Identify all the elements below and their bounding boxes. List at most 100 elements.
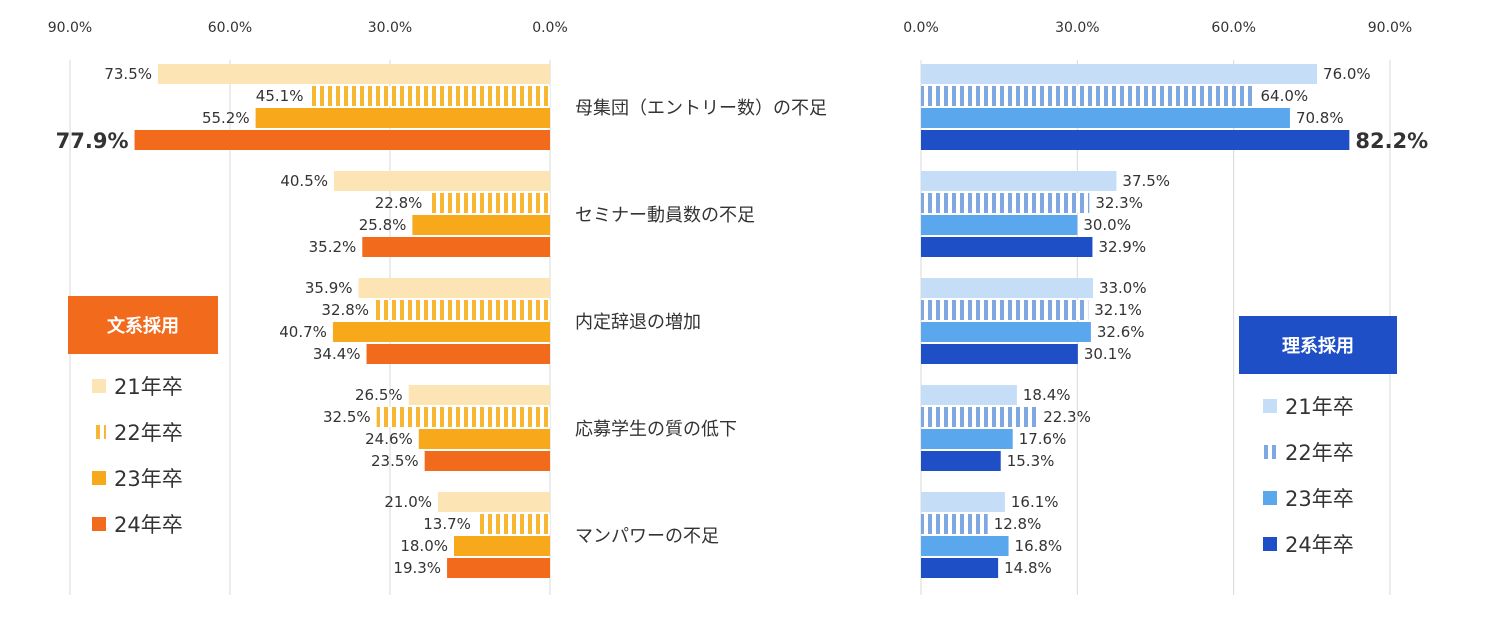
left-value-label: 35.9% — [305, 279, 353, 297]
right-bar — [921, 385, 1017, 405]
right-bar — [921, 215, 1078, 235]
right-bar — [921, 64, 1318, 84]
right-value-label: 12.8% — [994, 515, 1042, 533]
right-bar — [921, 108, 1290, 128]
right-value-label: 76.0% — [1323, 65, 1371, 83]
right-legend-badge — [1239, 316, 1397, 374]
left-bar — [476, 514, 550, 534]
left-bar — [412, 215, 550, 235]
left-legend-badge — [68, 296, 218, 354]
left-bar — [334, 171, 550, 191]
right-value-label: 30.1% — [1084, 345, 1132, 363]
left-bar — [438, 492, 550, 512]
right-value-label: 16.8% — [1015, 537, 1063, 555]
right-value-label: 17.6% — [1019, 430, 1067, 448]
left-bar — [375, 300, 550, 320]
right-tick-label: 60.0% — [1211, 20, 1255, 36]
left-legend-swatch — [92, 517, 106, 531]
right-bar — [921, 86, 1255, 106]
left-bar — [309, 86, 550, 106]
right-bar — [921, 429, 1013, 449]
right-value-label: 15.3% — [1007, 452, 1055, 470]
right-bar — [921, 492, 1005, 512]
right-value-label: 32.3% — [1095, 194, 1143, 212]
left-bar — [418, 429, 550, 449]
right-tick-label: 90.0% — [1368, 20, 1412, 36]
left-value-label: 25.8% — [359, 216, 407, 234]
right-legend-label: 23年卒 — [1285, 487, 1354, 511]
left-bar — [376, 407, 550, 427]
right-legend-swatch — [1263, 491, 1277, 505]
right-value-label: 33.0% — [1099, 279, 1147, 297]
left-value-label: 40.7% — [279, 323, 327, 341]
right-bar — [921, 237, 1093, 257]
left-value-label: 55.2% — [202, 109, 250, 127]
right-legend-label: 21年卒 — [1285, 395, 1354, 419]
left-bar — [454, 536, 550, 556]
left-value-label: 22.8% — [375, 194, 423, 212]
left-value-label: 18.0% — [400, 537, 448, 555]
right-value-label: 14.8% — [1004, 559, 1052, 577]
right-bar — [921, 451, 1001, 471]
left-bar — [362, 237, 550, 257]
right-bar — [921, 322, 1091, 342]
left-bar — [134, 130, 551, 150]
right-legend-title: 理系採用 — [1282, 335, 1354, 357]
left-legend-swatch — [92, 379, 106, 393]
right-value-label: 32.6% — [1097, 323, 1145, 341]
left-legend-label: 23年卒 — [114, 467, 183, 491]
left-legend-swatch — [92, 471, 106, 485]
right-legend-label: 24年卒 — [1285, 533, 1354, 557]
left-value-label: 26.5% — [355, 386, 403, 404]
category-label: マンパワーの不足 — [575, 526, 719, 547]
right-value-label: 22.3% — [1043, 408, 1091, 426]
left-tick-label: 60.0% — [208, 20, 252, 36]
right-value-label: 32.1% — [1094, 301, 1142, 319]
right-bar — [921, 558, 999, 578]
right-legend-swatch — [1263, 445, 1277, 459]
left-value-label: 24.6% — [365, 430, 413, 448]
right-value-label: 16.1% — [1011, 493, 1059, 511]
category-label: 応募学生の質の低下 — [575, 419, 737, 440]
left-value-label: 34.4% — [313, 345, 361, 363]
category-label: 母集団（エントリー数）の不足 — [575, 98, 827, 119]
right-tick-label: 0.0% — [903, 20, 939, 36]
right-bar — [921, 536, 1009, 556]
left-bar — [428, 193, 550, 213]
right-legend-swatch — [1263, 537, 1277, 551]
right-value-label: 82.2% — [1355, 129, 1428, 153]
left-value-label: 32.8% — [321, 301, 369, 319]
left-bar — [447, 558, 550, 578]
right-bar — [921, 193, 1090, 213]
right-value-label: 37.5% — [1122, 172, 1170, 190]
category-label: セミナー動員数の不足 — [575, 205, 755, 226]
left-legend-swatch — [92, 425, 106, 439]
left-bar — [332, 322, 550, 342]
left-bar — [408, 385, 550, 405]
left-legend-title: 文系採用 — [107, 315, 179, 337]
right-value-label: 70.8% — [1296, 109, 1344, 127]
right-bar — [921, 278, 1093, 298]
right-bar — [921, 171, 1117, 191]
right-bar — [921, 514, 988, 534]
left-bar — [255, 108, 550, 128]
right-bar — [921, 407, 1038, 427]
left-value-label: 21.0% — [384, 493, 432, 511]
left-value-label: 73.5% — [104, 65, 152, 83]
left-tick-label: 0.0% — [532, 20, 568, 36]
right-legend-label: 22年卒 — [1285, 441, 1354, 465]
right-bar — [921, 300, 1089, 320]
left-value-label: 35.2% — [309, 238, 357, 256]
category-label: 内定辞退の増加 — [575, 312, 701, 333]
left-legend-label: 24年卒 — [114, 513, 183, 537]
right-tick-label: 30.0% — [1055, 20, 1099, 36]
left-tick-label: 30.0% — [368, 20, 412, 36]
right-bar — [921, 130, 1350, 150]
right-bar — [921, 344, 1078, 364]
right-value-label: 32.9% — [1098, 238, 1146, 256]
left-value-label: 77.9% — [56, 129, 129, 153]
left-value-label: 40.5% — [280, 172, 328, 190]
right-value-label: 18.4% — [1023, 386, 1071, 404]
left-value-label: 45.1% — [256, 87, 304, 105]
